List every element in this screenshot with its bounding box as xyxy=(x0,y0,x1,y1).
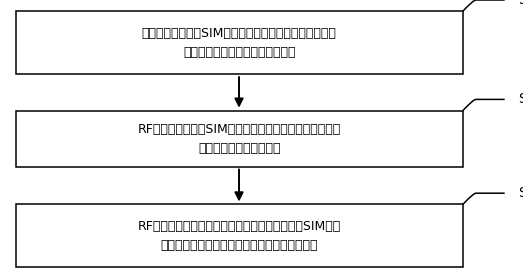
Text: S20: S20 xyxy=(518,92,523,106)
FancyBboxPatch shape xyxy=(16,11,463,74)
Text: 由触摸显示屏接收SIM卡签权指令和用户密码，并由数据
采集模块采集人体的生物特征信息: 由触摸显示屏接收SIM卡签权指令和用户密码，并由数据 采集模块采集人体的生物特征… xyxy=(142,27,337,59)
Text: S10: S10 xyxy=(518,0,523,7)
Text: S30: S30 xyxy=(518,186,523,200)
Text: RF收发模块接收云端的验证结果，当验证结果为SIM卡签
权通过时，该移动终端与其它移动终端进行通信: RF收发模块接收云端的验证结果，当验证结果为SIM卡签 权通过时，该移动终端与其… xyxy=(138,220,341,252)
FancyBboxPatch shape xyxy=(16,111,463,167)
FancyBboxPatch shape xyxy=(16,204,463,267)
Text: RF收发模块将所述SIM卡签权指令、用户密码和生物特征
信息发送给云端进行验证: RF收发模块将所述SIM卡签权指令、用户密码和生物特征 信息发送给云端进行验证 xyxy=(138,123,341,155)
